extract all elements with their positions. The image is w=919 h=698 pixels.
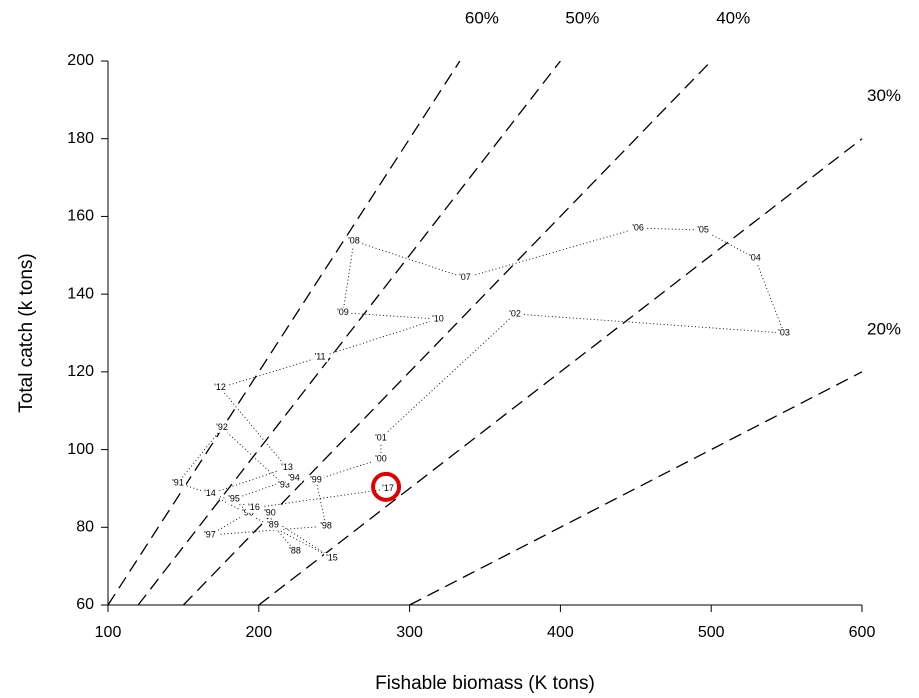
- point-label: '89: [267, 519, 279, 529]
- point-label: '09: [337, 307, 349, 317]
- point-label-bg: [212, 382, 229, 393]
- point-label: '16: [248, 502, 260, 512]
- point-label-bg: [201, 530, 218, 541]
- y-tick-label: 160: [67, 208, 94, 225]
- point-label-bg: [372, 432, 389, 443]
- point-label: '11: [314, 351, 325, 361]
- reference-label: 60%: [465, 8, 499, 27]
- trajectory-line: [177, 227, 785, 559]
- point-label: '92: [216, 422, 228, 432]
- point-label-bg: [285, 472, 302, 483]
- point-label: '90: [264, 507, 276, 517]
- point-label: '91: [172, 477, 184, 487]
- reference-line: [107, 60, 461, 606]
- point-label: '93: [278, 479, 290, 489]
- y-tick-label: 200: [67, 52, 94, 69]
- point-label-bg: [372, 453, 389, 464]
- point-label: '07: [459, 272, 471, 282]
- point-label-bg: [334, 307, 351, 318]
- point-label-bg: [169, 477, 186, 488]
- point-label: '06: [632, 222, 644, 232]
- y-tick-label: 80: [76, 519, 94, 536]
- point-label-bg: [345, 235, 362, 246]
- point-label: '12: [214, 382, 226, 392]
- point-label: '95: [228, 493, 240, 503]
- x-tick-label: 500: [698, 624, 725, 641]
- point-label-bg: [307, 474, 324, 485]
- reference-label: 50%: [565, 8, 599, 27]
- point-label-bg: [275, 479, 292, 490]
- point-label-bg: [507, 308, 524, 319]
- y-axis-title: Total catch (k tons): [16, 253, 37, 412]
- point-label: '97: [204, 529, 216, 539]
- point-label-bg: [746, 253, 763, 264]
- point-label: '17: [382, 483, 394, 493]
- point-label: '98: [320, 520, 332, 530]
- point-label-bg: [630, 223, 647, 234]
- point-label-bg: [312, 352, 329, 363]
- point-label-bg: [226, 493, 243, 504]
- highlight-circle: [371, 471, 402, 502]
- point-label-bg: [323, 552, 340, 563]
- point-label: '00: [375, 453, 387, 463]
- point-label: '99: [310, 474, 322, 484]
- point-label: '14: [204, 488, 216, 498]
- point-label-bg: [695, 225, 712, 236]
- point-label-bg: [214, 422, 231, 433]
- point-label: '08: [348, 235, 360, 245]
- point-label: '13: [281, 462, 293, 472]
- x-tick-label: 100: [95, 624, 122, 641]
- reference-line: [182, 60, 712, 606]
- reference-line: [258, 138, 863, 606]
- y-tick-label: 120: [67, 363, 94, 380]
- point-label: '04: [749, 252, 761, 262]
- reference-line: [137, 60, 561, 606]
- y-tick-label: 140: [67, 285, 94, 302]
- point-label-bg: [264, 519, 281, 530]
- x-axis-title: Fishable biomass (K tons): [375, 673, 595, 694]
- point-label: '94: [288, 472, 300, 482]
- y-tick-label: 180: [67, 130, 94, 147]
- reference-line: [409, 371, 863, 606]
- reference-label: 20%: [867, 319, 901, 338]
- reference-label: 40%: [716, 8, 750, 27]
- point-label-bg: [245, 502, 262, 513]
- y-tick-label: 60: [76, 596, 94, 613]
- point-label: '05: [697, 224, 709, 234]
- point-label-bg: [318, 521, 335, 532]
- reference-label: 30%: [867, 86, 901, 105]
- y-tick-label: 100: [67, 441, 94, 458]
- point-label-bg: [286, 545, 303, 556]
- point-label-bg: [239, 507, 256, 518]
- x-tick-label: 300: [396, 624, 423, 641]
- point-label: '03: [778, 327, 790, 337]
- x-tick-label: 200: [245, 624, 272, 641]
- x-tick-label: 600: [849, 624, 876, 641]
- point-label-bg: [456, 272, 473, 283]
- point-label: '88: [289, 545, 301, 555]
- point-label-bg: [278, 462, 295, 473]
- point-label: '01: [375, 432, 387, 442]
- point-label: '10: [432, 313, 444, 323]
- point-label-bg: [380, 483, 397, 494]
- point-label-bg: [261, 507, 278, 518]
- point-label: '15: [326, 552, 338, 562]
- point-label-bg: [201, 488, 218, 499]
- point-label: '02: [509, 308, 521, 318]
- x-tick-label: 400: [547, 624, 574, 641]
- point-label-bg: [776, 328, 793, 338]
- point-label-bg: [429, 314, 446, 325]
